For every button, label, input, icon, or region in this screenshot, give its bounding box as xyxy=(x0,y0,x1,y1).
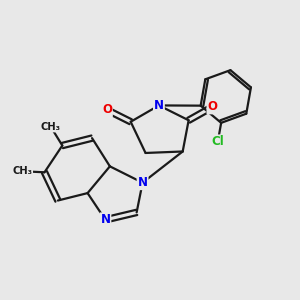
Text: N: N xyxy=(154,99,164,112)
Text: N: N xyxy=(100,213,110,226)
Text: CH₃: CH₃ xyxy=(12,166,32,176)
Text: Cl: Cl xyxy=(212,135,224,148)
Text: N: N xyxy=(138,176,148,189)
Text: O: O xyxy=(102,103,112,116)
Text: CH₃: CH₃ xyxy=(40,122,61,132)
Text: O: O xyxy=(207,100,218,113)
